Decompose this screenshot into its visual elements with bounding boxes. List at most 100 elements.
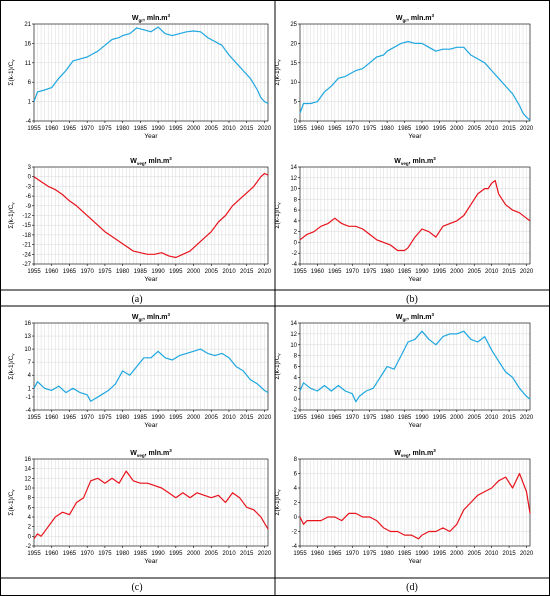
y-tick-label: 10 bbox=[24, 347, 31, 353]
y-tick-label: -4 bbox=[26, 119, 32, 125]
x-tick-label: 1985 bbox=[398, 126, 412, 132]
x-axis-label: Year bbox=[144, 422, 158, 429]
x-tick-label: 2010 bbox=[485, 126, 499, 132]
x-tick-label: 1990 bbox=[151, 126, 165, 132]
x-tick-label: 1975 bbox=[98, 126, 112, 132]
y-tick-label: 15 bbox=[290, 61, 297, 67]
y-tick-label: 4 bbox=[294, 375, 298, 381]
x-tick-label: 1975 bbox=[363, 126, 377, 132]
y-tick-label: 10 bbox=[290, 343, 297, 349]
x-tick-label: 2005 bbox=[205, 551, 219, 557]
x-axis-label: Year bbox=[144, 276, 158, 283]
x-tick-label: 1965 bbox=[328, 269, 342, 275]
series-line bbox=[33, 26, 269, 105]
x-tick-label: 1955 bbox=[293, 551, 307, 557]
x-tick-label: 2000 bbox=[187, 269, 201, 275]
x-tick-label: 1985 bbox=[134, 269, 148, 275]
x-tick-label: 1970 bbox=[346, 415, 360, 421]
y-tick-label: 21 bbox=[24, 22, 31, 28]
x-axis-label: Year bbox=[408, 276, 422, 283]
x-tick-label: 1970 bbox=[346, 269, 360, 275]
y-tick-label: 8 bbox=[294, 197, 298, 203]
y-tick-label: 20 bbox=[290, 41, 297, 47]
chart-title: Wgr, mln.m3 bbox=[132, 312, 171, 322]
x-tick-label: 1965 bbox=[63, 551, 77, 557]
x-tick-label: 1955 bbox=[27, 126, 41, 132]
y-tick-label: 6 bbox=[28, 505, 32, 511]
plot-area bbox=[299, 23, 531, 122]
x-tick-label: 1995 bbox=[169, 269, 183, 275]
x-tick-label: 1960 bbox=[311, 415, 325, 421]
x-tick-label: 1985 bbox=[134, 415, 148, 421]
x-tick-label: 1970 bbox=[81, 551, 95, 557]
x-tick-label: 1955 bbox=[27, 415, 41, 421]
x-tick-label: 1965 bbox=[328, 415, 342, 421]
y-tick-label: 8 bbox=[28, 496, 32, 502]
x-tick-label: 1970 bbox=[81, 415, 95, 421]
y-tick-label: -12 bbox=[22, 214, 31, 220]
y-tick-label: -15 bbox=[22, 223, 31, 229]
x-tick-label: 1985 bbox=[398, 415, 412, 421]
x-tick-label: 2020 bbox=[258, 551, 272, 557]
x-tick-label: 1990 bbox=[415, 551, 429, 557]
x-tick-label: 1995 bbox=[169, 415, 183, 421]
x-tick-label: 1990 bbox=[151, 415, 165, 421]
x-tick-label: 2000 bbox=[450, 126, 464, 132]
y-tick-label: -6 bbox=[26, 194, 32, 200]
x-axis-label: Year bbox=[408, 422, 422, 429]
x-tick-label: 1960 bbox=[45, 415, 59, 421]
x-tick-label: 1975 bbox=[98, 551, 112, 557]
y-tick-label: 16 bbox=[24, 457, 31, 463]
plot-area bbox=[299, 166, 531, 265]
y-tick-label: 2 bbox=[294, 230, 298, 236]
y-tick-label: 4 bbox=[28, 515, 32, 521]
x-tick-label: 2020 bbox=[258, 415, 272, 421]
y-tick-label: 2 bbox=[28, 525, 32, 531]
x-tick-label: 2010 bbox=[222, 269, 236, 275]
x-tick-label: 1955 bbox=[27, 269, 41, 275]
y-axis-label: Σ(k-1)/Cv bbox=[8, 489, 16, 516]
x-tick-label: 1960 bbox=[45, 126, 59, 132]
y-tick-label: 2 bbox=[294, 386, 298, 392]
y-axis-label: Σ(k-1)/Cv bbox=[274, 353, 282, 380]
x-tick-label: 2000 bbox=[450, 415, 464, 421]
x-tick-label: 2020 bbox=[520, 269, 534, 275]
y-tick-label: 14 bbox=[290, 321, 297, 327]
y-tick-label: 0 bbox=[28, 534, 32, 540]
plot-area bbox=[33, 322, 269, 411]
x-tick-label: 2005 bbox=[468, 126, 482, 132]
y-tick-label: -4 bbox=[26, 408, 32, 414]
x-tick-label: 2015 bbox=[240, 126, 254, 132]
x-tick-label: 1970 bbox=[346, 551, 360, 557]
series-line bbox=[299, 330, 531, 403]
x-tick-label: 1980 bbox=[116, 126, 130, 132]
x-tick-label: 1985 bbox=[398, 551, 412, 557]
x-tick-label: 1965 bbox=[328, 126, 342, 132]
x-tick-label: 1995 bbox=[169, 551, 183, 557]
chart-title: Wveg, mln.m3 bbox=[394, 156, 436, 166]
x-tick-label: 2005 bbox=[205, 269, 219, 275]
y-tick-label: 8 bbox=[294, 457, 298, 463]
x-tick-label: 1980 bbox=[116, 269, 130, 275]
x-axis-label: Year bbox=[144, 558, 158, 565]
chart-title: Wveg, mln.m3 bbox=[130, 156, 172, 166]
x-tick-label: 1970 bbox=[346, 126, 360, 132]
y-tick-label: 3 bbox=[28, 165, 32, 171]
y-tick-label: -27 bbox=[22, 262, 31, 268]
x-tick-label: 2020 bbox=[258, 269, 272, 275]
x-tick-label: 2010 bbox=[222, 551, 236, 557]
x-tick-label: 1960 bbox=[311, 551, 325, 557]
y-tick-label: 11 bbox=[25, 61, 32, 67]
chart-title: Wgr, mln.m3 bbox=[396, 312, 435, 322]
y-tick-label: 14 bbox=[290, 165, 297, 171]
caption-b: (b) bbox=[406, 294, 418, 305]
y-tick-label: 1 bbox=[28, 386, 32, 392]
x-tick-label: 1980 bbox=[380, 415, 394, 421]
x-tick-label: 2010 bbox=[485, 269, 499, 275]
y-tick-label: -9 bbox=[26, 204, 32, 210]
y-tick-label: 2 bbox=[294, 501, 298, 507]
y-tick-label: 8 bbox=[294, 354, 298, 360]
